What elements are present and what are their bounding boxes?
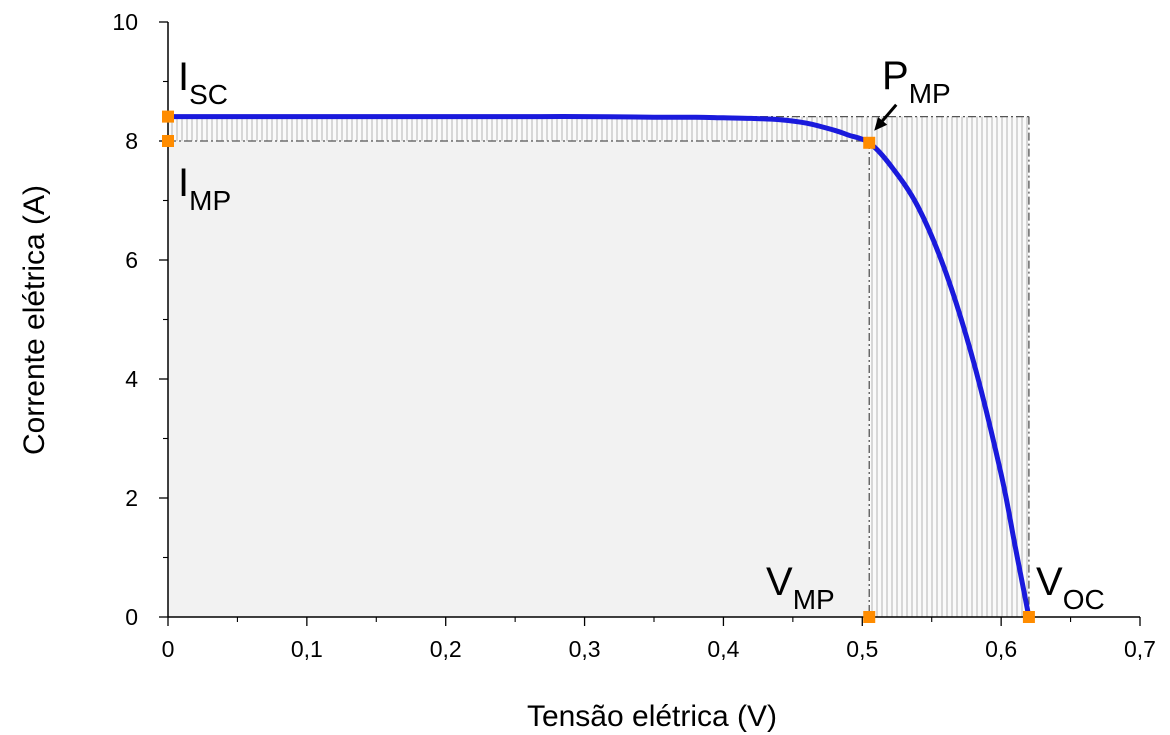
y-tick-label: 10 <box>112 9 138 35</box>
y-tick-label: 8 <box>125 128 138 154</box>
x-tick-label: 0,1 <box>291 636 323 662</box>
pmp-label: PMP <box>882 54 951 109</box>
guide-lines <box>168 115 1030 617</box>
pmp-arrow-head <box>874 116 888 131</box>
imp-marker <box>162 135 174 147</box>
pmp-marker <box>863 136 876 149</box>
voc-label: VOC <box>1036 560 1105 615</box>
voc-marker <box>1022 611 1035 623</box>
x-tick-label: 0,5 <box>846 636 878 662</box>
isc-marker <box>162 110 174 123</box>
isc-label: ISC <box>178 55 228 110</box>
x-tick-label: 0,6 <box>985 636 1017 662</box>
pmp-arrow <box>874 103 898 131</box>
hatched-region-top <box>168 116 1029 141</box>
vmp-label: VMP <box>766 560 835 615</box>
imp-label: IMP <box>178 161 231 216</box>
x-tick-label: 0,7 <box>1124 636 1156 662</box>
y-tick-label: 4 <box>125 366 138 392</box>
max-power-area <box>168 141 870 617</box>
x-tick-label: 0,3 <box>569 636 601 662</box>
iv-curve-line <box>165 114 1032 620</box>
key-point-markers <box>162 110 1035 623</box>
y-tick-label: 6 <box>125 247 138 273</box>
x-axis-ticks: 0 0,1 0,2 0,3 0,4 0,5 0,6 0,7 <box>162 617 1156 662</box>
x-tick-label: 0 <box>162 636 175 662</box>
x-tick-label: 0,2 <box>430 636 462 662</box>
hatched-region-right <box>869 141 1029 617</box>
x-axis-title: Tensão elétrica (V) <box>527 700 777 733</box>
y-tick-label: 0 <box>125 604 138 630</box>
x-tick-label: 0,4 <box>707 636 739 662</box>
vmp-marker <box>863 611 876 623</box>
y-tick-label: 2 <box>125 485 138 511</box>
y-axis-title: Corrente elétrica (A) <box>18 185 51 455</box>
y-axis-ticks: 0 2 4 6 8 10 <box>112 9 168 630</box>
